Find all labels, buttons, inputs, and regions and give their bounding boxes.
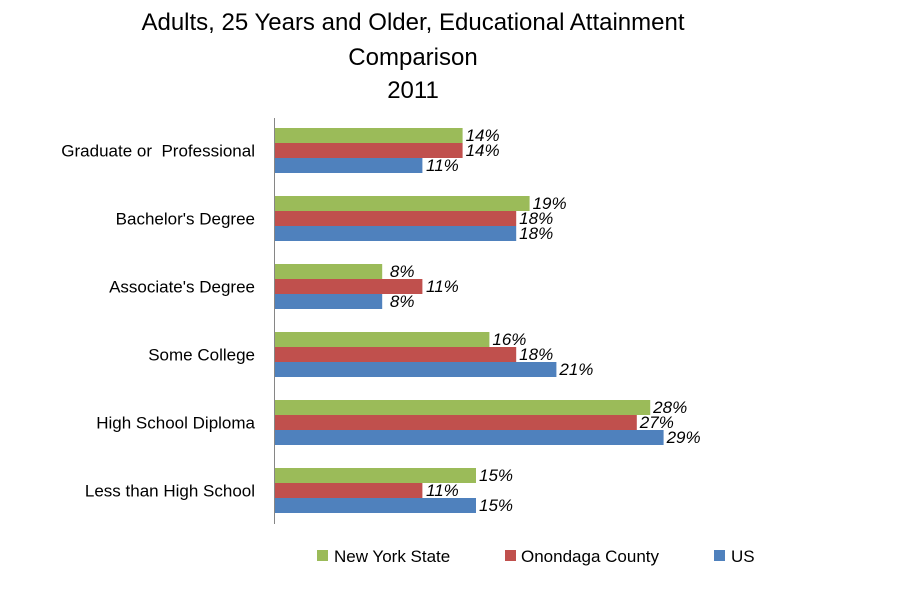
chart-title-line-1: Adults, 25 Years and Older, Educational … <box>141 9 684 36</box>
bar-us-less-than-high-school <box>275 498 476 513</box>
legend-label-onondaga-county: Onondaga County <box>521 547 659 566</box>
bar-new-york-state-graduate-or-professional <box>275 128 463 143</box>
bars <box>275 128 664 513</box>
chart-title: Adults, 25 Years and Older, Educational … <box>141 9 684 104</box>
category-labels: Graduate or Professional Bachelor's Degre… <box>61 142 255 501</box>
bar-onondaga-county-some-college <box>275 347 517 362</box>
category-label-some-college: Some College <box>148 346 255 365</box>
legend: New York State Onondaga County US <box>317 547 755 566</box>
legend-swatch-us <box>714 550 725 561</box>
bar-onondaga-county-associate-s-degree <box>275 279 423 294</box>
data-label-onondaga-county-graduate-or-professional: 14% <box>466 141 500 160</box>
data-label-new-york-state-some-college: 16% <box>492 330 526 349</box>
legend-swatch-onondaga-county <box>505 550 516 561</box>
data-label-new-york-state-high-school-diploma: 28% <box>652 398 687 417</box>
data-label-onondaga-county-bachelor-s-degree: 18% <box>519 209 553 228</box>
category-label-associate-s-degree: Associate's Degree <box>109 278 255 297</box>
chart-title-line-3: 2011 <box>387 77 439 104</box>
bar-new-york-state-high-school-diploma <box>275 400 651 415</box>
chart-title-line-2: Comparison <box>348 44 477 71</box>
data-label-onondaga-county-some-college: 18% <box>519 345 553 364</box>
data-label-us-some-college: 21% <box>558 360 593 379</box>
data-label-new-york-state-graduate-or-professional: 14% <box>466 126 500 145</box>
data-label-us-graduate-or-professional: 11% <box>426 156 459 175</box>
data-label-new-york-state-associate-s-degree: 8% <box>390 262 415 281</box>
bar-new-york-state-some-college <box>275 332 490 347</box>
bar-onondaga-county-high-school-diploma <box>275 415 637 430</box>
data-labels: 14%14%11%19%18%18%8%11%8%16%18%21%28%27%… <box>390 126 701 515</box>
data-label-us-bachelor-s-degree: 18% <box>519 224 553 243</box>
category-label-less-than-high-school: Less than High School <box>85 482 255 501</box>
bar-us-associate-s-degree <box>275 294 383 309</box>
bar-new-york-state-less-than-high-school <box>275 468 476 483</box>
bar-us-some-college <box>275 362 557 377</box>
bar-onondaga-county-graduate-or-professional <box>275 143 463 158</box>
data-label-onondaga-county-less-than-high-school: 11% <box>426 481 459 500</box>
bar-onondaga-county-bachelor-s-degree <box>275 211 517 226</box>
bar-us-graduate-or-professional <box>275 158 423 173</box>
legend-label-new-york-state: New York State <box>334 547 450 566</box>
data-label-new-york-state-bachelor-s-degree: 19% <box>533 194 567 213</box>
data-label-us-associate-s-degree: 8% <box>390 292 415 311</box>
category-label-graduate-or-professional: Graduate or Professional <box>61 142 255 161</box>
data-label-onondaga-county-associate-s-degree: 11% <box>426 277 459 296</box>
category-label-bachelor-s-degree: Bachelor's Degree <box>116 210 255 229</box>
legend-label-us: US <box>731 547 755 566</box>
bar-us-high-school-diploma <box>275 430 664 445</box>
bar-new-york-state-associate-s-degree <box>275 264 383 279</box>
category-label-high-school-diploma: High School Diploma <box>96 414 255 433</box>
data-label-new-york-state-less-than-high-school: 15% <box>479 466 513 485</box>
bar-onondaga-county-less-than-high-school <box>275 483 423 498</box>
data-label-onondaga-county-high-school-diploma: 27% <box>639 413 674 432</box>
data-label-us-less-than-high-school: 15% <box>479 496 513 515</box>
bar-us-bachelor-s-degree <box>275 226 517 241</box>
bar-new-york-state-bachelor-s-degree <box>275 196 530 211</box>
data-label-us-high-school-diploma: 29% <box>666 428 701 447</box>
legend-swatch-new-york-state <box>317 550 328 561</box>
